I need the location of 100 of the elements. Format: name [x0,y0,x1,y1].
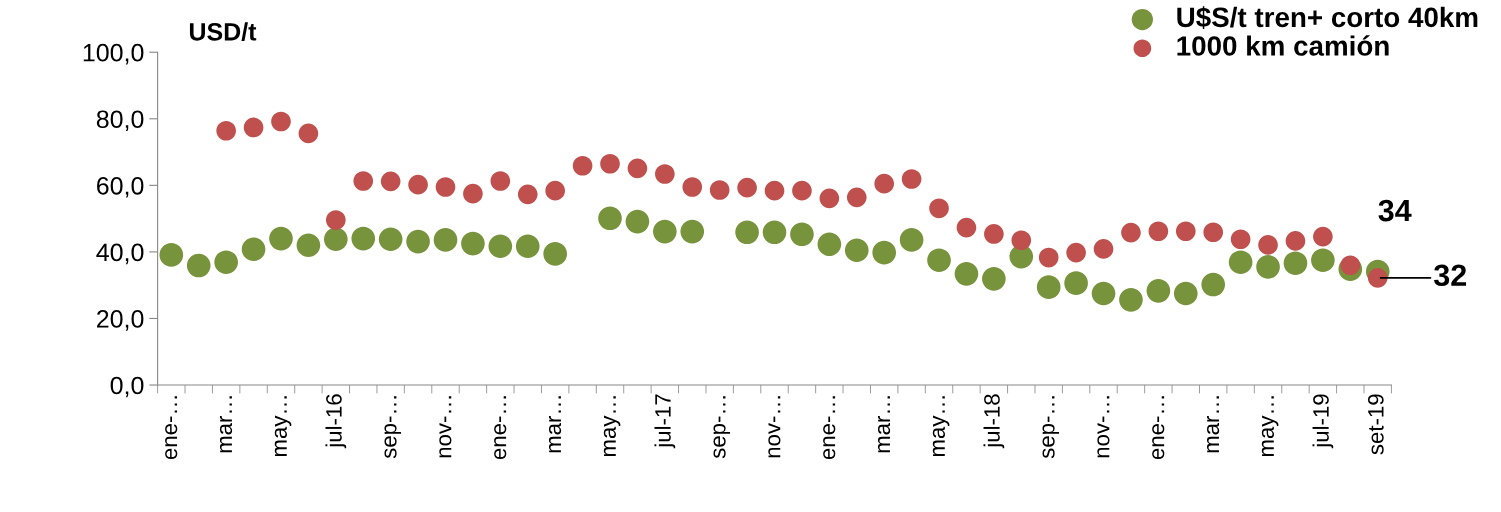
point [1066,242,1086,263]
point [899,228,924,252]
point [600,153,620,174]
point [1036,275,1061,300]
y-tick-label: 40,0 [96,243,144,265]
point [1228,250,1253,275]
point [954,262,979,286]
point [1091,281,1116,306]
point [1367,268,1388,288]
x-tick-label: mar… [219,396,233,453]
x-tick-label: sep-… [384,396,402,459]
y-tick-label: 0,0 [110,376,144,398]
point [846,187,867,208]
point [1093,239,1114,259]
x-tick-label: jul-16 [325,394,347,449]
point [874,173,895,194]
point [1121,222,1141,243]
x-tick-label: may… [274,396,292,457]
point [1148,221,1169,242]
point [433,228,458,252]
x-tick-label: ene-… [494,396,507,460]
annotation: 32 [1433,264,1467,287]
point [790,222,814,247]
point [1258,235,1278,255]
x-tick-label: may… [1261,396,1279,457]
point [186,253,211,278]
point [406,229,430,254]
point [655,164,675,184]
point [353,171,374,191]
legend-label: 1000 km camión [1177,35,1389,56]
point [490,171,511,191]
point [817,232,842,257]
point [956,217,977,238]
point [764,180,785,201]
point [159,243,184,267]
point [901,169,922,189]
y-tick-label: 60,0 [97,176,144,198]
point [1313,226,1333,247]
point [517,184,538,205]
point [762,220,787,245]
point [1064,271,1088,296]
point [1311,248,1335,273]
y-tick-label: 20,0 [97,310,144,331]
point [488,234,513,259]
legend-label: U$S/t tren+ corto 40km [1177,6,1478,29]
point [216,120,236,141]
point [408,174,428,195]
point [1175,221,1196,242]
point [709,180,730,200]
point [819,188,840,209]
point [435,177,456,197]
point [326,210,346,230]
point [378,227,403,252]
point [929,198,949,219]
point [461,231,485,256]
x-tick-label: nov-… [439,396,452,458]
point [844,238,869,263]
point [271,111,291,132]
point [1011,230,1032,251]
annotation: 34 [1378,199,1412,222]
x-tick-label: sep-… [1042,396,1060,459]
x-tick-label: ene-… [823,396,836,460]
point [572,155,593,176]
x-tick-label: jul-19 [1312,394,1334,449]
point [298,123,319,144]
point [463,183,483,204]
point [625,209,650,234]
point [269,226,293,251]
x-tick-label: sep-… [713,396,731,459]
point [872,240,897,265]
point [1203,222,1224,243]
x-tick-label: mar… [548,396,562,453]
point [324,227,348,252]
point [984,224,1004,244]
point [543,242,567,266]
x-tick-label: set-19 [1367,394,1384,455]
point [1173,281,1198,306]
x-tick-label: nov-… [1097,396,1110,458]
point [296,233,321,258]
point [792,180,812,201]
point [737,177,757,198]
x-tick-label: jul-17 [654,394,676,449]
x-tick-label: mar… [1207,396,1220,453]
point [243,117,264,138]
x-tick-label: may… [603,396,621,457]
y-tick-label: 100,0 [83,43,144,65]
point [351,226,376,251]
x-tick-label: mar… [877,396,891,453]
x-tick-label: ene-… [1152,396,1165,460]
point [680,219,705,244]
point [241,237,266,262]
point [682,177,703,197]
y-tick-label: 80,0 [96,110,144,132]
x-tick-label: may… [932,396,950,457]
point [735,220,759,245]
point [380,171,401,192]
point [1256,255,1280,279]
point [214,250,238,275]
point [653,219,677,244]
y-axis-title: USD/t [189,22,257,41]
